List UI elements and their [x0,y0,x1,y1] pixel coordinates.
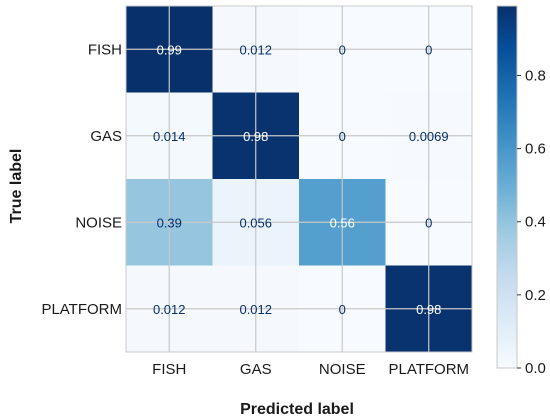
cell-value-label: 0.98 [416,302,441,317]
y-tick-labels: FISH GAS NOISE PLATFORM [41,41,122,318]
colorbar-gradient [496,5,518,369]
x-tick-label: GAS [240,361,272,378]
cell-value-label: 0.056 [239,215,272,230]
cell-value-label: 0.012 [153,302,186,317]
y-axis-label: True label [8,149,25,224]
cell-value-label: 0 [425,42,432,57]
cell-value-label: 0.98 [243,129,268,144]
x-tick-labels: FISH GAS NOISE PLATFORM [152,361,469,378]
colorbar-tick-label: 0.2 [525,287,546,304]
colorbar-tick-label: 0.4 [525,214,546,231]
cell-value-label: 0 [339,42,346,57]
plot-frame [125,5,473,353]
cell-value-label: 0.014 [153,129,186,144]
colorbar-ticks: 0.0 0.2 0.4 0.6 0.8 [517,67,546,377]
x-tick-label: FISH [152,361,186,378]
x-tick-label: PLATFORM [388,361,469,378]
cell-value-label: 0.56 [330,215,355,230]
cell-value-label: 0 [425,215,432,230]
y-tick-label: FISH [88,41,122,58]
cell-value-label: 0.012 [239,42,272,57]
cell-value-label: 0.0069 [409,129,449,144]
colorbar-tick-label: 0.8 [525,67,546,84]
colorbar: 0.0 0.2 0.4 0.6 0.8 [496,5,546,377]
x-tick-label: NOISE [319,361,366,378]
y-tick-label: PLATFORM [41,301,122,318]
cell-value-label: 0.012 [239,302,272,317]
cell-value-label: 0 [339,129,346,144]
x-axis-label: Predicted label [240,401,354,418]
y-tick-label: GAS [90,128,122,145]
colorbar-tick-label: 0.0 [525,360,546,377]
cell-value-label: 0.39 [157,215,182,230]
cell-value-label: 0.99 [157,42,182,57]
cell-value-labels: 0.99 0.012 0 0 0.014 0.98 0 0.0069 0.39 0.056 0.56… [153,42,449,317]
y-tick-label: NOISE [75,214,122,231]
heatmap-cells [126,6,473,353]
colorbar-tick-label: 0.6 [525,141,546,158]
cell-value-label: 0 [339,302,346,317]
grid-lines [125,5,473,353]
